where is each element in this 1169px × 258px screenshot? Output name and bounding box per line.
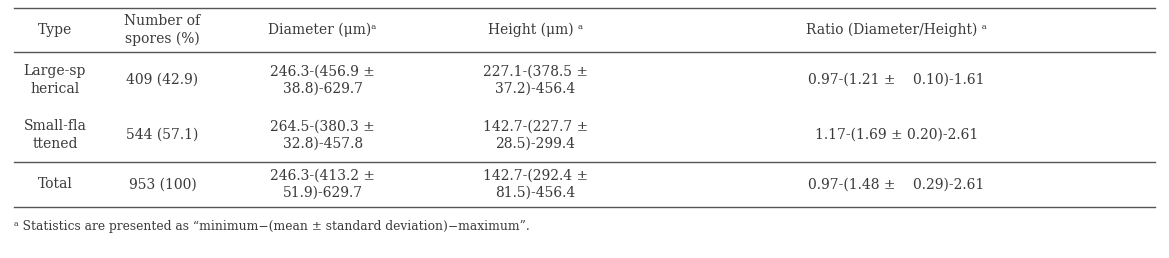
Text: 953 (100): 953 (100) [129,178,196,191]
Text: 142.7-(227.7 ±
28.5)-299.4: 142.7-(227.7 ± 28.5)-299.4 [483,119,588,151]
Text: Large-sp
herical: Large-sp herical [23,64,87,96]
Text: Ratio (Diameter/Height) ᵃ: Ratio (Diameter/Height) ᵃ [807,23,987,37]
Text: ᵃ Statistics are presented as “minimum−(mean ± standard deviation)−maximum”.: ᵃ Statistics are presented as “minimum−(… [14,220,530,233]
Text: Total: Total [37,178,72,191]
Text: 246.3-(456.9 ±
38.8)-629.7: 246.3-(456.9 ± 38.8)-629.7 [270,64,375,96]
Text: Height (μm) ᵃ: Height (μm) ᵃ [487,23,583,37]
Text: Diameter (μm)ᵃ: Diameter (μm)ᵃ [269,23,376,37]
Text: Number of
spores (%): Number of spores (%) [124,14,201,46]
Text: Small-fla
ttened: Small-fla ttened [23,119,87,151]
Text: 409 (42.9): 409 (42.9) [126,73,199,87]
Text: 544 (57.1): 544 (57.1) [126,128,199,142]
Text: 246.3-(413.2 ±
51.9)-629.7: 246.3-(413.2 ± 51.9)-629.7 [270,169,375,200]
Text: 264.5-(380.3 ±
32.8)-457.8: 264.5-(380.3 ± 32.8)-457.8 [270,119,375,151]
Text: 1.17-(1.69 ± 0.20)-2.61: 1.17-(1.69 ± 0.20)-2.61 [815,128,978,142]
Text: 0.97-(1.48 ±    0.29)-2.61: 0.97-(1.48 ± 0.29)-2.61 [809,178,984,191]
Text: 142.7-(292.4 ±
81.5)-456.4: 142.7-(292.4 ± 81.5)-456.4 [483,169,588,200]
Text: 227.1-(378.5 ±
37.2)-456.4: 227.1-(378.5 ± 37.2)-456.4 [483,64,588,96]
Text: 0.97-(1.21 ±    0.10)-1.61: 0.97-(1.21 ± 0.10)-1.61 [809,73,984,87]
Text: Type: Type [37,23,72,37]
